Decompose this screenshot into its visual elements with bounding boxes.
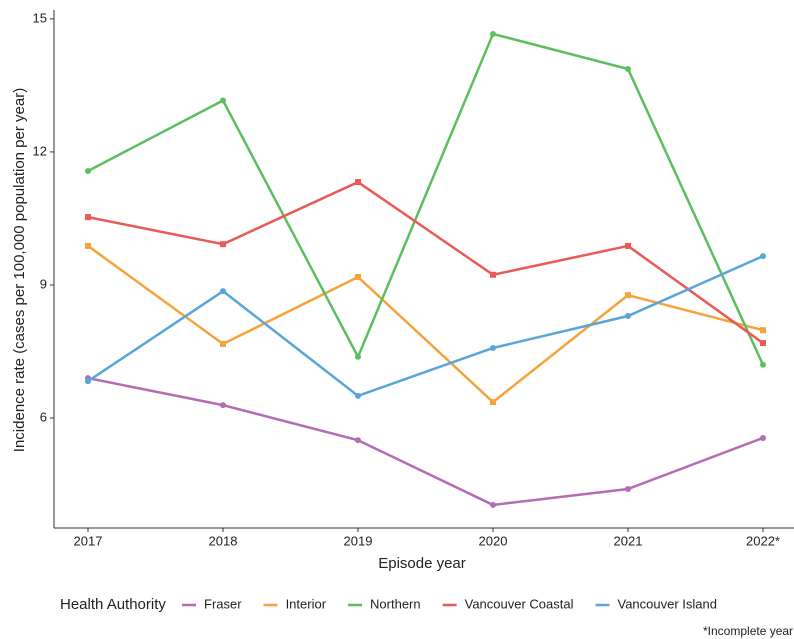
point [85, 214, 91, 221]
point [220, 97, 226, 104]
x-tick-label: 2019 [344, 533, 373, 548]
y-tick-label: 6 [40, 409, 47, 424]
point [355, 179, 361, 186]
y-axis-title: Incidence rate (cases per 100,000 popula… [11, 88, 28, 452]
legend-label: Vancouver Coastal [465, 596, 574, 611]
legend-label: Vancouver Island [617, 596, 717, 611]
point [760, 434, 766, 441]
series-line [87, 180, 764, 345]
y-tick-label: 15 [33, 10, 47, 25]
point [760, 340, 766, 347]
point [220, 402, 226, 409]
point [625, 485, 631, 492]
x-tick-label: 2020 [479, 533, 508, 548]
point [355, 353, 361, 360]
point [220, 241, 226, 248]
point [760, 327, 766, 334]
legend-item: Vancouver Island [595, 596, 717, 611]
series-line [87, 376, 764, 507]
footnote: *Incomplete year [703, 624, 793, 638]
legend-label: Fraser [204, 596, 242, 611]
series-line [87, 244, 764, 404]
legend-label: Interior [286, 596, 327, 611]
y-tick-label: 12 [33, 143, 47, 158]
point [625, 65, 631, 72]
legend-title: Health Authority [60, 596, 166, 613]
legend-item: Interior [263, 596, 327, 611]
series-line [87, 254, 764, 398]
x-tick-label: 2017 [74, 533, 103, 548]
point [85, 378, 91, 385]
legend-item: Vancouver Coastal [442, 596, 574, 611]
x-tick-label: 2018 [209, 533, 238, 548]
legend-item: Fraser [182, 596, 242, 611]
point [490, 30, 496, 37]
x-tick-label: 2021 [614, 533, 643, 548]
point [490, 271, 496, 278]
point [220, 340, 226, 347]
x-tick-label: 2022* [746, 533, 780, 548]
point [85, 167, 91, 174]
point [220, 288, 226, 295]
legend-item: Northern [348, 596, 421, 611]
point [355, 392, 361, 399]
y-tick-label: 9 [40, 276, 47, 291]
point [490, 399, 496, 406]
point [625, 292, 631, 299]
point [355, 437, 361, 444]
legend-label: Northern [370, 596, 421, 611]
point [625, 313, 631, 320]
series-line [87, 32, 765, 366]
point [760, 361, 766, 368]
point [625, 242, 631, 249]
point [490, 344, 496, 351]
point [355, 273, 361, 280]
point [85, 242, 91, 249]
x-axis-title: Episode year [378, 555, 466, 572]
point [760, 253, 766, 260]
point [490, 501, 496, 508]
